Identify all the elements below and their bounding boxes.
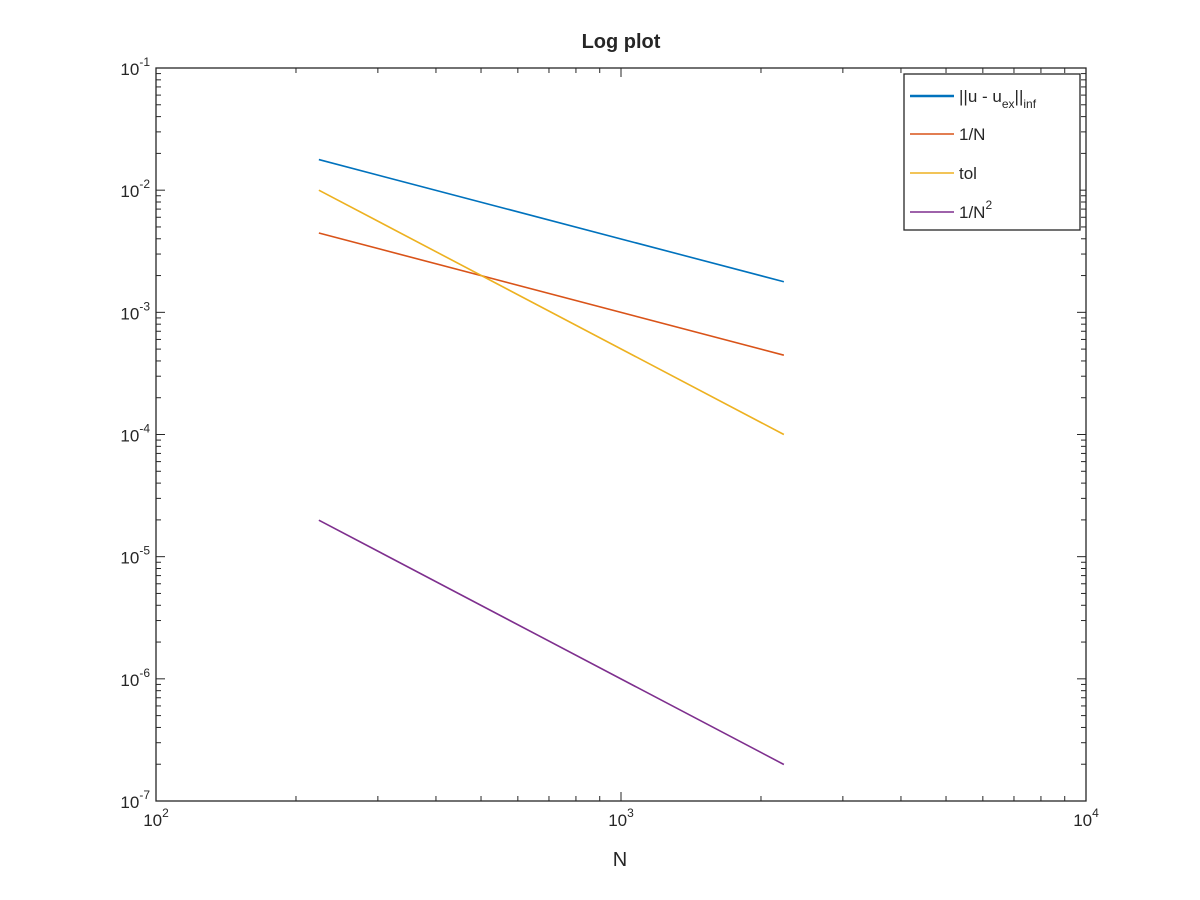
x-tick-label-base: 10 <box>1073 811 1092 830</box>
x-axis-label: N <box>613 849 627 871</box>
legend-subscript: inf <box>1023 97 1036 111</box>
y-tick-label: 10-6 <box>120 666 150 690</box>
x-tick-label-exp: 2 <box>162 806 169 820</box>
y-tick-label-exp: -6 <box>139 666 150 680</box>
legend-text: tol <box>959 164 977 183</box>
y-tick-label: 10-4 <box>120 422 150 446</box>
x-tick-label-base: 10 <box>143 811 162 830</box>
y-tick-label-exp: -5 <box>139 544 150 558</box>
legend-text: ||u - u <box>959 87 1002 106</box>
legend-box <box>903 73 1081 231</box>
legend-label-error: ||u - uex||inf <box>959 87 1037 111</box>
x-tick-label: 104 <box>1073 806 1099 830</box>
y-tick-label: 10-5 <box>120 544 150 568</box>
y-tick-label-base: 10 <box>120 304 139 323</box>
y-tick-label-exp: -2 <box>139 177 150 191</box>
series-line-inv_n <box>318 232 785 356</box>
legend-label-inv_n2: 1/N2 <box>959 198 992 222</box>
x-tick-label-exp: 4 <box>1092 806 1099 820</box>
x-tick-label-base: 10 <box>608 811 627 830</box>
y-tick-label: 10-3 <box>120 299 150 323</box>
y-tick-label-base: 10 <box>120 671 139 690</box>
y-tick-label-exp: -3 <box>139 299 150 313</box>
legend-label-inv_n: 1/N <box>959 125 985 144</box>
y-tick-label-exp: -7 <box>139 788 150 802</box>
y-tick-label-exp: -1 <box>139 55 150 69</box>
y-tick-label-base: 10 <box>120 793 139 812</box>
y-tick-label-base: 10 <box>120 549 139 568</box>
legend-text: 1/N <box>959 125 985 144</box>
y-tick-label: 10-2 <box>120 177 150 201</box>
y-tick-label: 10-7 <box>120 788 150 812</box>
x-tick-label: 103 <box>608 806 634 830</box>
series-line-inv_n2 <box>318 519 785 766</box>
legend-subscript: ex <box>1002 97 1015 111</box>
series-layer <box>318 158 785 766</box>
y-tick-label-base: 10 <box>120 182 139 201</box>
y-tick-label-base: 10 <box>120 60 139 79</box>
y-tick-label-exp: -4 <box>139 422 150 436</box>
x-tick-label-exp: 3 <box>627 806 634 820</box>
legend-text: || <box>1015 87 1024 106</box>
y-tick-label: 10-1 <box>120 55 150 79</box>
legend-superscript: 2 <box>985 198 992 212</box>
chart-title: Log plot <box>582 31 661 53</box>
series-line-tol <box>318 189 785 436</box>
legend-label-tol: tol <box>959 164 977 183</box>
x-tick-label: 102 <box>143 806 169 830</box>
y-tick-label-base: 10 <box>120 427 139 446</box>
legend-text: 1/N <box>959 203 985 222</box>
series-line-error <box>318 158 785 283</box>
